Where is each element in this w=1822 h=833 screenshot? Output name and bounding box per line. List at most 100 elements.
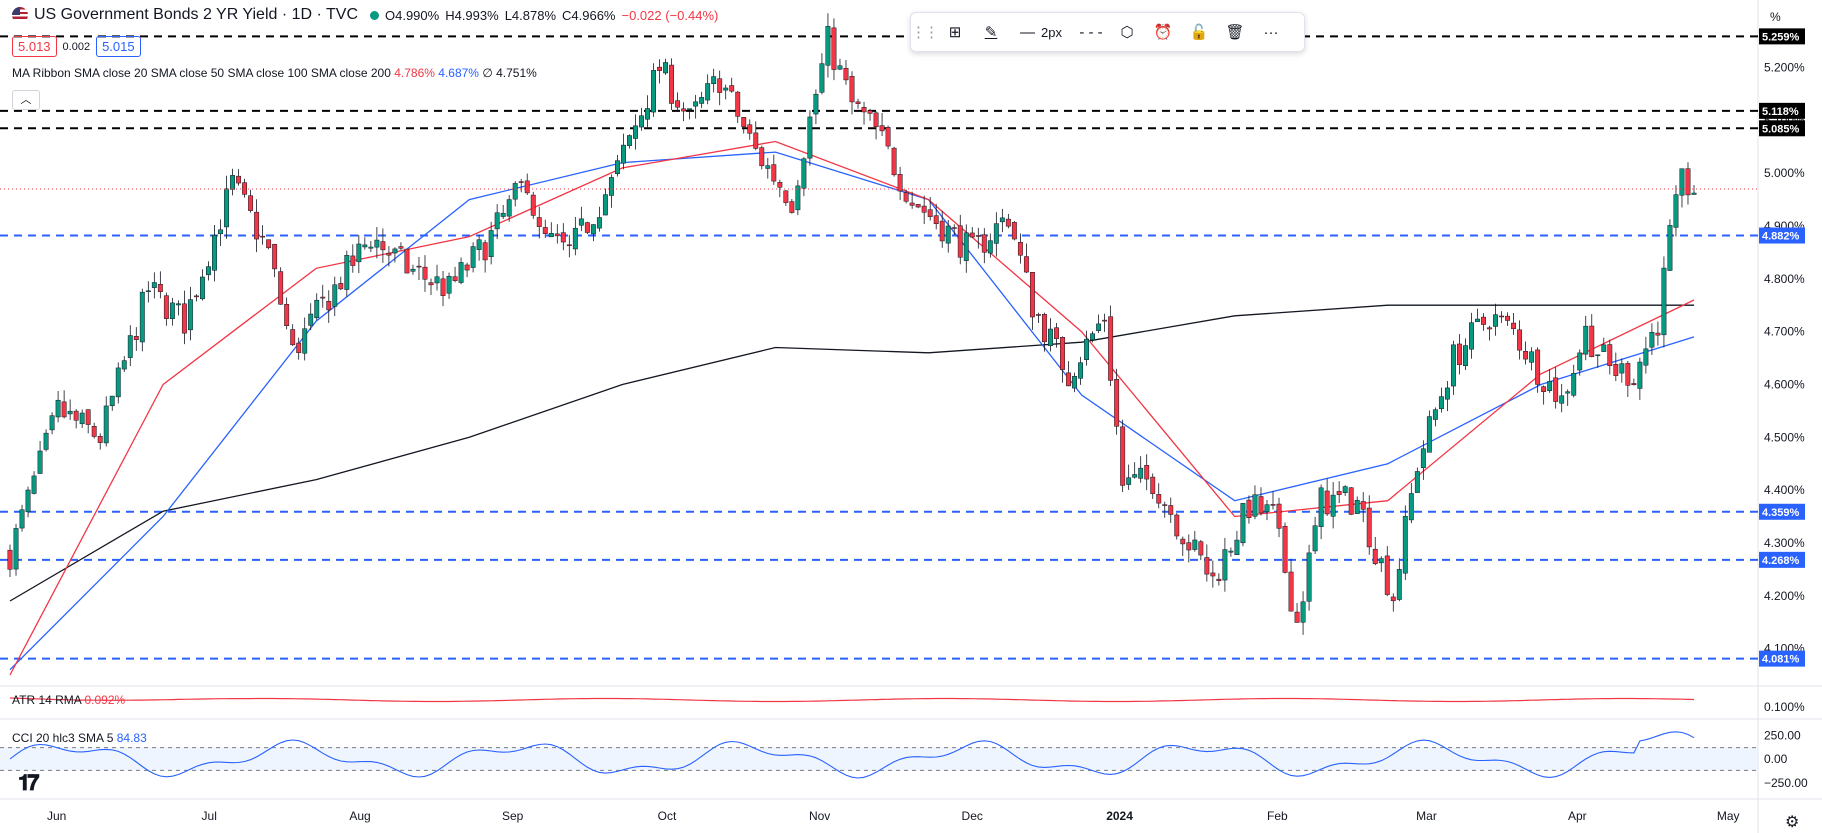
- gear-icon[interactable]: ⚙: [1785, 814, 1800, 831]
- candle-body: [1174, 514, 1180, 537]
- candle-body: [1017, 241, 1023, 256]
- candle-body: [1643, 348, 1649, 366]
- time-tick-label: Apr: [1568, 809, 1587, 823]
- candle-body: [608, 177, 614, 196]
- candle-body: [705, 83, 711, 101]
- ohlc-low: L4.878%: [504, 7, 557, 23]
- candle-body: [1505, 315, 1511, 321]
- candle-body: [831, 27, 837, 70]
- candle-body: [945, 225, 951, 244]
- candle-body: [873, 112, 879, 128]
- candle-body: [500, 212, 506, 217]
- candle-body: [314, 299, 320, 319]
- candle-body: [1529, 351, 1535, 363]
- candle-body: [13, 528, 19, 570]
- tradingview-logo[interactable]: 𝟏𝟕: [18, 770, 40, 795]
- layout-add-icon[interactable]: ⊞: [948, 24, 962, 41]
- candle-body: [548, 233, 554, 238]
- chevron-up-icon[interactable]: ︿: [12, 90, 40, 110]
- candle-body: [530, 194, 536, 216]
- candle-body: [777, 182, 783, 188]
- candle-body: [470, 246, 476, 268]
- candle-body: [675, 100, 681, 108]
- candle-body: [566, 244, 572, 247]
- cci-line: [9, 731, 1695, 779]
- candle-body: [1168, 505, 1174, 515]
- level-label: 5.118%: [1762, 106, 1799, 118]
- candle-body: [578, 218, 584, 226]
- candle-body: [687, 108, 693, 110]
- candle-body: [1126, 477, 1132, 485]
- candle-body: [1138, 467, 1144, 479]
- drag-handle-icon[interactable]: ⋮⋮: [911, 24, 939, 41]
- candle-body: [200, 276, 205, 300]
- candle-body: [1553, 377, 1559, 402]
- more-icon[interactable]: ···: [1263, 23, 1279, 41]
- candle-body: [651, 70, 656, 113]
- lock-icon[interactable]: 🔓: [1189, 24, 1209, 41]
- candle-body: [1042, 314, 1047, 343]
- pencil-icon[interactable]: ✎: [984, 24, 998, 41]
- candle-body: [765, 165, 771, 169]
- candle-body: [1396, 569, 1402, 600]
- price-tick-label: 4.200%: [1764, 589, 1805, 603]
- line-style-dashed-icon[interactable]: - - -: [1079, 23, 1103, 41]
- candle-body: [1366, 507, 1372, 548]
- cci-legend[interactable]: CCI 20 hlc3 SMA 5 84.83: [12, 731, 147, 745]
- price-tick-label: 5.200%: [1764, 61, 1805, 75]
- candle-body: [1306, 552, 1312, 602]
- market-status-dot[interactable]: [370, 10, 379, 20]
- ma-ribbon-legend[interactable]: MA Ribbon SMA close 20 SMA close 50 SMA …: [12, 66, 537, 80]
- line-width-button[interactable]: — 2px: [1009, 13, 1073, 51]
- candle-body: [921, 205, 927, 213]
- trash-icon[interactable]: 🗑: [1225, 24, 1245, 41]
- candle-body: [326, 300, 332, 311]
- candle-body: [1481, 316, 1486, 325]
- time-tick-label: Sep: [502, 809, 524, 823]
- candle-body: [1619, 363, 1625, 374]
- axis-unit-label[interactable]: %: [1770, 10, 1781, 24]
- candle-body: [476, 239, 482, 250]
- level-badge: [1759, 102, 1805, 119]
- level-label: 4.268%: [1762, 555, 1800, 567]
- candle-body: [380, 241, 386, 251]
- candle-body: [1685, 168, 1691, 196]
- candle-body: [1078, 362, 1083, 379]
- sma20-line: [9, 140, 1695, 676]
- sma50-line: [9, 151, 1695, 671]
- alert-add-icon[interactable]: ⏰: [1153, 24, 1173, 41]
- candle-body: [723, 87, 729, 91]
- time-tick-label: Nov: [809, 809, 830, 823]
- candle-body: [115, 367, 121, 398]
- candle-body: [1132, 474, 1138, 478]
- buy-button[interactable]: 5.015: [96, 36, 141, 57]
- candle-body: [1547, 381, 1553, 391]
- sma200-line: [9, 304, 1694, 602]
- candle-body: [1559, 395, 1565, 404]
- candle-body: [1222, 549, 1228, 581]
- atr-label: ATR 14 RMA: [12, 693, 82, 707]
- candle-body: [813, 93, 819, 115]
- candle-body: [1450, 344, 1456, 387]
- atr-legend[interactable]: ATR 14 RMA 0.092%: [12, 693, 125, 707]
- candle-body: [422, 266, 428, 280]
- price-buttons: 5.013 0.002 5.015: [12, 36, 141, 57]
- candle-body: [446, 275, 452, 294]
- candle-body: [614, 160, 620, 174]
- cci-value: 84.83: [116, 731, 147, 745]
- candle-body: [206, 266, 211, 276]
- symbol-title[interactable]: US Government Bonds 2 YR Yield · 1D · TV…: [34, 6, 358, 23]
- sell-button[interactable]: 5.013: [12, 36, 57, 57]
- candle-body: [1330, 494, 1336, 517]
- candle-body: [145, 290, 151, 293]
- candle-body: [759, 147, 765, 167]
- candle-body: [542, 227, 548, 234]
- level-badge: [1759, 503, 1805, 520]
- price-tick-label: 4.400%: [1764, 483, 1805, 497]
- candle-body: [73, 410, 79, 421]
- time-tick-label: Mar: [1416, 809, 1437, 823]
- candle-body: [193, 295, 199, 298]
- candle-body: [861, 107, 867, 113]
- settings-hex-icon[interactable]: ⬡: [1120, 24, 1134, 41]
